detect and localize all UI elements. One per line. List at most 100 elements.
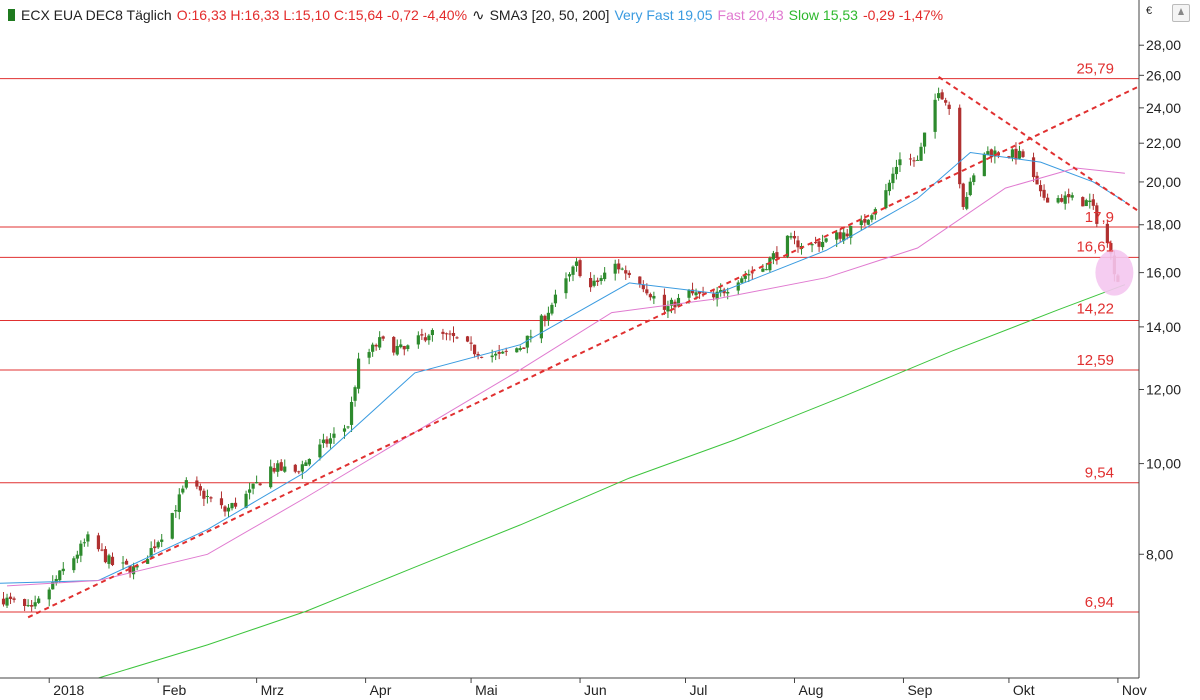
candle — [430, 328, 434, 342]
y-unit-label: € — [1146, 5, 1152, 17]
candle-body — [79, 543, 83, 556]
candle-body — [845, 233, 849, 237]
candle-body — [624, 270, 628, 274]
candle — [553, 289, 558, 307]
candle — [233, 497, 238, 509]
candle — [747, 269, 751, 283]
candle — [764, 263, 768, 271]
candle — [279, 459, 283, 472]
candle-body — [676, 297, 681, 306]
y-tick-label: 22,00 — [1146, 135, 1181, 151]
candle — [792, 230, 797, 245]
candle — [518, 345, 522, 352]
candle-body — [448, 333, 452, 335]
candle-body — [838, 232, 842, 239]
candle-body — [342, 428, 347, 432]
candle-body — [451, 332, 456, 337]
candle — [272, 463, 276, 474]
candle-body — [747, 274, 751, 276]
candle-body — [694, 292, 698, 296]
candle-body — [307, 458, 311, 465]
candle — [676, 293, 681, 308]
candle — [937, 87, 941, 101]
candle — [406, 344, 410, 352]
candle — [160, 533, 164, 548]
candle — [5, 593, 9, 609]
candle-body — [423, 337, 427, 341]
candle — [255, 475, 259, 484]
candle-body — [740, 278, 744, 283]
candle-body — [1070, 195, 1074, 198]
candle — [673, 299, 677, 314]
y-tick-label: 16,00 — [1146, 265, 1181, 281]
candle-body — [258, 483, 262, 486]
candle — [82, 538, 86, 547]
candle — [588, 272, 593, 292]
candle-body — [543, 315, 547, 321]
level-labels: 25,79 17,9 16,61 14,22 12,59 9,54 6,94 — [1076, 61, 1114, 611]
candle-body — [480, 356, 484, 358]
candle — [318, 438, 322, 461]
candle-body — [824, 238, 828, 242]
candle-body — [332, 433, 336, 438]
legend-fast: Fast 20,43 — [717, 7, 784, 23]
x-tick-label: 2018 — [53, 682, 84, 698]
candle-body — [817, 241, 821, 247]
candle — [908, 153, 913, 166]
candle-icon — [8, 9, 15, 21]
candle — [480, 356, 484, 359]
candle-body — [821, 241, 825, 248]
candle — [441, 328, 445, 340]
ma-line-very-fast — [0, 151, 1126, 584]
candle-body — [1035, 175, 1039, 185]
candle-body — [325, 439, 329, 444]
candle — [153, 539, 157, 553]
x-tick-label: Okt — [1013, 682, 1035, 698]
candle-body — [958, 107, 962, 185]
candle-body — [177, 494, 181, 512]
candle-body — [61, 568, 65, 572]
candle — [451, 326, 456, 343]
candle — [12, 596, 16, 603]
candle — [578, 258, 582, 278]
candle — [617, 259, 621, 274]
candle — [107, 553, 111, 569]
candle-body — [690, 289, 695, 294]
candle-body — [835, 232, 839, 240]
candle — [613, 259, 617, 281]
candle-body — [5, 597, 9, 606]
candle-body — [866, 219, 870, 225]
candle-body — [603, 272, 607, 280]
ma-line-slow — [98, 284, 1126, 679]
candle-body — [226, 507, 231, 512]
y-tick-label: 20,00 — [1146, 174, 1181, 190]
candle — [8, 592, 13, 605]
candle — [177, 488, 181, 520]
candle — [58, 570, 62, 583]
candle-body — [293, 464, 297, 472]
level-label: 14,22 — [1076, 301, 1114, 318]
candle — [1088, 193, 1092, 209]
candle — [131, 562, 136, 580]
y-tick-label: 18,00 — [1146, 217, 1181, 233]
candle-body — [715, 291, 719, 300]
candle — [219, 491, 224, 509]
candle-body — [153, 546, 157, 549]
candle-body — [968, 181, 972, 196]
candle — [378, 331, 382, 351]
candle — [666, 300, 670, 319]
candle-body — [596, 280, 600, 283]
candle-body — [181, 488, 185, 493]
candle-body — [993, 150, 997, 157]
candle — [821, 234, 825, 251]
candle-body — [54, 578, 58, 583]
candle — [1035, 171, 1039, 185]
candle-body — [638, 276, 642, 285]
candle-body — [652, 295, 656, 299]
triangle-up-icon[interactable] — [1172, 4, 1190, 22]
candle-body — [1031, 157, 1036, 178]
candle — [817, 238, 821, 252]
candle-body — [367, 352, 371, 358]
candle — [26, 599, 30, 608]
candle — [170, 512, 174, 540]
